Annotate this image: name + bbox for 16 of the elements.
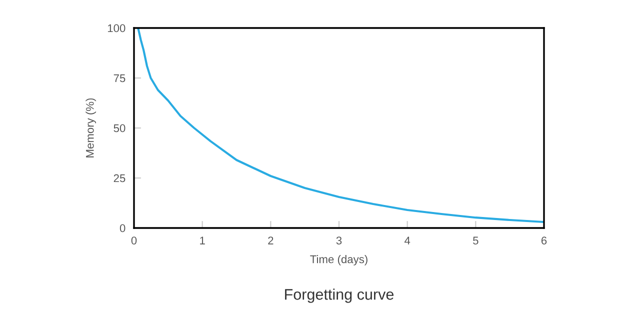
y-tick-label: 75 <box>114 74 126 82</box>
y-axis-title: Memory (%) <box>86 98 96 158</box>
text: Forgetting curve <box>285 288 394 303</box>
y-tick-label: 100 <box>108 24 126 32</box>
x-tick-label: 6 <box>541 236 547 244</box>
x-tick-label: 2 <box>268 236 274 244</box>
y-tick-label: 50 <box>114 124 126 132</box>
x-tick-label: 3 <box>336 236 342 244</box>
x-tick-label: 0 <box>131 236 137 244</box>
x-axis-title: Time (days) <box>310 255 368 266</box>
x-tick-label: 4 <box>404 236 410 244</box>
line-series <box>137 28 544 224</box>
y-tick-label: 25 <box>114 174 126 182</box>
x-tick-label: 5 <box>473 236 478 244</box>
y-tick-label: 0 <box>120 224 126 232</box>
x-tick-label: 1 <box>200 236 205 244</box>
